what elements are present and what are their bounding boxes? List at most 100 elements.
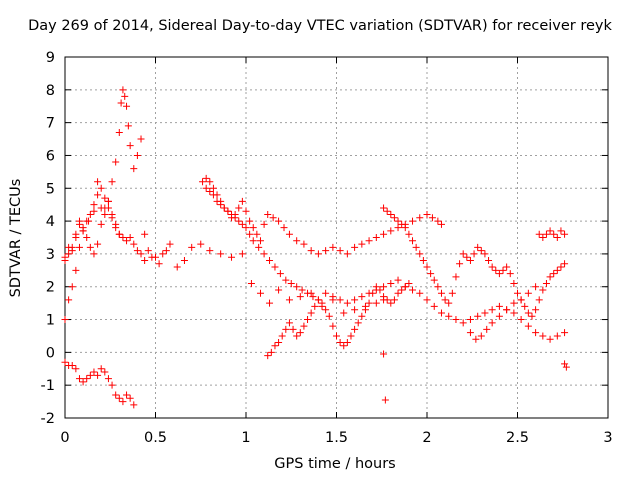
data-point (398, 220, 406, 228)
data-point (119, 234, 127, 241)
data-point (532, 283, 540, 291)
data-point (372, 283, 380, 291)
data-point (472, 335, 480, 343)
data-point (441, 296, 449, 304)
data-point (224, 207, 232, 215)
data-point (343, 299, 351, 307)
data-point (532, 306, 540, 314)
data-point (83, 375, 91, 383)
data-point (61, 358, 69, 366)
data-point (325, 312, 333, 320)
data-point (206, 178, 214, 186)
data-point (130, 401, 138, 409)
y-tick-label: 4 (46, 214, 55, 230)
data-point (166, 240, 174, 248)
data-point (340, 342, 348, 350)
data-point (271, 342, 279, 350)
data-point (365, 299, 373, 307)
data-point (123, 102, 131, 110)
data-point (387, 227, 395, 235)
data-point (380, 283, 388, 291)
data-point (68, 247, 76, 255)
data-point (517, 296, 525, 304)
data-point (532, 329, 540, 337)
data-point (231, 214, 239, 222)
data-point (68, 361, 76, 369)
x-axis-label: GPS time / hours (274, 456, 396, 472)
data-point (466, 329, 474, 337)
data-point (416, 250, 424, 258)
data-point (112, 158, 120, 166)
data-point (300, 322, 308, 330)
data-point (79, 227, 87, 235)
data-point (298, 286, 306, 294)
data-point (282, 325, 290, 333)
data-point (405, 279, 413, 287)
data-point (499, 266, 507, 274)
data-point (383, 296, 391, 304)
data-point (387, 279, 395, 287)
data-point (372, 234, 380, 241)
data-point (285, 230, 293, 238)
data-point (477, 332, 485, 340)
data-point (162, 247, 170, 255)
data-point (123, 237, 131, 245)
data-point (121, 92, 129, 100)
data-point (180, 256, 188, 264)
data-point (503, 306, 511, 314)
data-point (119, 86, 127, 94)
data-point (553, 234, 561, 241)
data-point (351, 296, 359, 304)
data-point (115, 128, 123, 136)
data-point (101, 368, 109, 376)
data-point (524, 309, 532, 317)
data-point (242, 224, 250, 232)
data-point (524, 289, 532, 297)
data-point (495, 270, 503, 278)
data-point (445, 299, 453, 307)
data-point (394, 289, 402, 297)
data-point (97, 184, 105, 192)
data-point (144, 247, 152, 255)
data-point (188, 243, 196, 251)
data-point (488, 306, 496, 314)
data-point (390, 214, 398, 222)
data-point (61, 316, 69, 324)
data-point (398, 286, 406, 294)
data-point (123, 391, 131, 399)
data-point (343, 250, 351, 258)
data-point (101, 211, 109, 219)
data-point (510, 279, 518, 287)
data-point (246, 217, 254, 225)
data-point (387, 211, 395, 219)
data-point (238, 197, 246, 205)
data-point (340, 309, 348, 317)
data-point (369, 289, 377, 297)
data-point (307, 247, 315, 255)
y-tick-label: -2 (41, 411, 55, 427)
data-point (394, 217, 402, 225)
data-point (430, 302, 438, 310)
data-point (434, 217, 442, 225)
data-point (108, 381, 116, 389)
y-tick-label: 2 (46, 280, 55, 296)
data-point (387, 299, 395, 307)
data-point (506, 270, 514, 278)
data-point (437, 289, 445, 297)
data-point (217, 201, 225, 209)
data-point (86, 243, 94, 251)
data-point (394, 224, 402, 232)
data-point (238, 250, 246, 258)
data-point (333, 332, 340, 340)
x-tick-label: 0.5 (144, 430, 167, 446)
data-point (445, 312, 453, 320)
data-point (133, 151, 141, 159)
data-point (463, 253, 471, 261)
data-point (322, 289, 330, 297)
data-point (521, 302, 529, 310)
data-point (351, 243, 359, 251)
y-tick-label: 0 (46, 345, 55, 361)
data-point (238, 220, 246, 228)
data-point (117, 99, 125, 107)
data-point (202, 174, 210, 182)
